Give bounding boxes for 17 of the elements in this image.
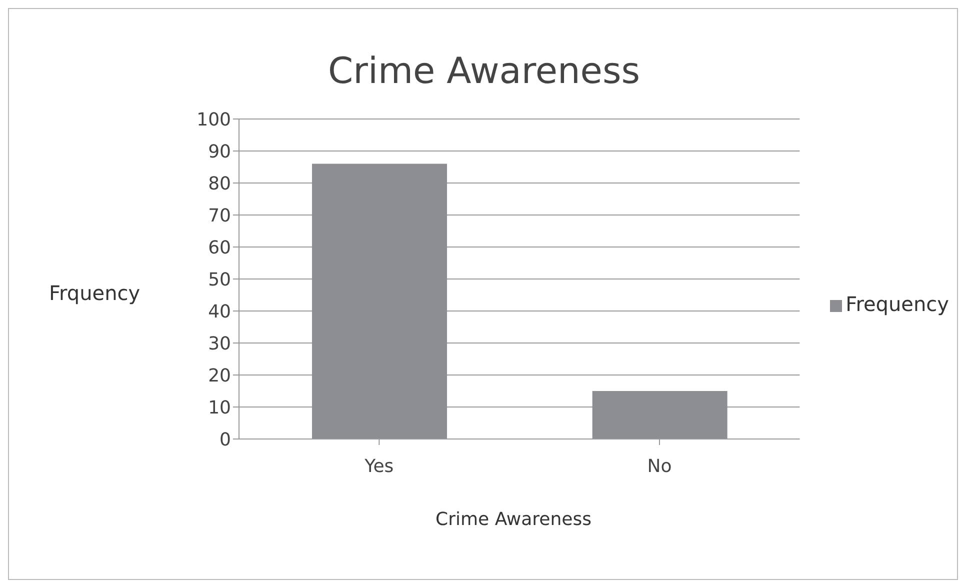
- x-axis-title: Crime Awareness: [434, 509, 592, 530]
- y-tick-label: 80: [208, 173, 231, 194]
- x-tick-label: No: [647, 456, 672, 477]
- y-tick-label: 50: [208, 269, 231, 290]
- chart-title: Crime Awareness: [327, 51, 641, 92]
- y-tick-label: 90: [208, 141, 231, 162]
- y-tick-label: 10: [208, 397, 231, 418]
- legend-label: Frequency: [846, 292, 949, 316]
- y-tick-label: 40: [208, 301, 231, 322]
- y-axis-title: Frquency: [49, 281, 140, 305]
- y-tick-label: 30: [208, 333, 231, 354]
- y-tick-label: 100: [196, 109, 231, 130]
- y-tick-label: 0: [220, 429, 231, 450]
- x-tick-label: Yes: [364, 456, 394, 477]
- y-tick-label: 20: [208, 365, 231, 386]
- y-tick-label: 60: [208, 237, 231, 258]
- y-tick-label: 70: [208, 205, 231, 226]
